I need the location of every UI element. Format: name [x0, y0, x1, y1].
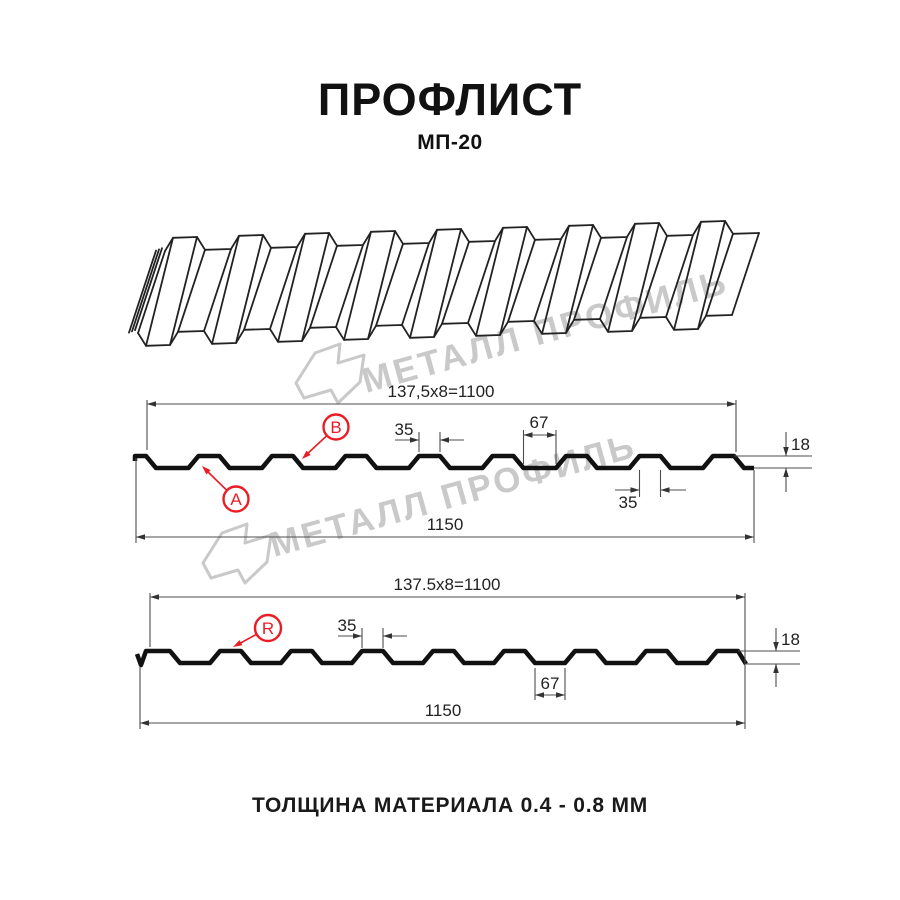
- dim-module-width: 137,5x8=1100: [146, 382, 737, 452]
- metal-profil-logo-icon: [294, 342, 366, 405]
- metal-profil-logo-icon: [201, 522, 273, 585]
- dim-crest-base-width: 35: [615, 470, 686, 512]
- dim-module-width-value: 137,5x8=1100: [388, 382, 495, 401]
- profile-3d-path: [128, 247, 163, 334]
- profile-outline: [134, 648, 748, 668]
- dim-profile-height: 18: [738, 628, 800, 687]
- profile-3d-path: [164, 220, 760, 252]
- dim-profile-height-value: 18: [791, 435, 810, 454]
- dim-crest-top-width: 35: [338, 616, 407, 648]
- dim-valley-width-value: 67: [530, 413, 549, 432]
- profile-outline: [132, 453, 754, 471]
- watermark-top: МЕТАЛЛ ПРОФИЛЬ: [294, 262, 733, 405]
- dim-overall-width-value: 1150: [427, 515, 464, 534]
- cross-section-top: 137,5x8=1100 35 67 18: [132, 382, 812, 543]
- page-title: ПРОФЛИСТ: [317, 74, 583, 125]
- side-label-b: B: [302, 413, 350, 459]
- bend-label-r: R: [233, 613, 283, 647]
- dim-valley-width-value: 67: [541, 674, 560, 693]
- bend-label-r-value: R: [262, 619, 274, 638]
- profile-3d-path: [137, 220, 734, 347]
- dim-crest-top-width: 35: [395, 420, 464, 452]
- watermark-brand-text: МЕТАЛЛ ПРОФИЛЬ: [266, 426, 641, 565]
- side-label-a-value: A: [230, 490, 242, 509]
- watermark-middle: МЕТАЛЛ ПРОФИЛЬ: [201, 426, 641, 585]
- dim-crest-base-width-value: 35: [619, 493, 638, 512]
- dim-module-width: 137.5x8=1100: [149, 575, 746, 729]
- profile-3d-path: [731, 232, 760, 316]
- material-thickness-caption: ТОЛЩИНА МАТЕРИАЛА 0.4 - 0.8 ММ: [251, 794, 649, 817]
- dim-overall-width: 1150: [139, 667, 745, 729]
- dim-overall-width-value: 1150: [425, 701, 462, 720]
- dim-module-width-value: 137.5x8=1100: [394, 575, 501, 594]
- dim-overall-width: 1150: [135, 458, 755, 543]
- profile-3d-view: [128, 220, 760, 347]
- dim-valley-width: 67: [522, 413, 557, 464]
- page-subtitle: МП-20: [417, 131, 483, 154]
- dim-crest-top-width-value: 35: [395, 420, 414, 439]
- dim-profile-height: 18: [734, 432, 812, 492]
- side-label-b-value: B: [330, 418, 341, 437]
- cross-section-bottom: 137.5x8=1100 35 67 18: [134, 575, 800, 729]
- dim-profile-height-value: 18: [781, 630, 800, 649]
- dim-crest-top-width-value: 35: [338, 616, 357, 635]
- side-label-a: A: [202, 466, 250, 513]
- dim-valley-width: 67: [534, 668, 566, 700]
